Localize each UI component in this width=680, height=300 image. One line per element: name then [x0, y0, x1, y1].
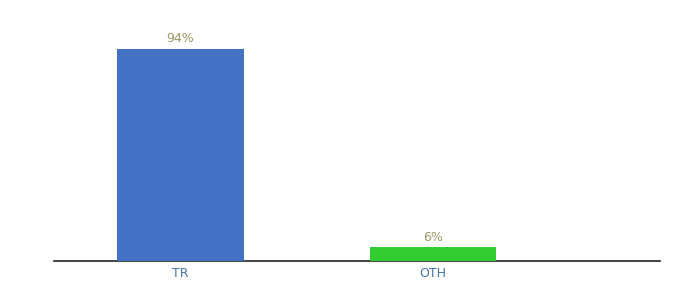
Text: 94%: 94% — [167, 32, 194, 45]
Bar — [370, 248, 496, 261]
Bar — [118, 49, 243, 261]
Text: 6%: 6% — [423, 231, 443, 244]
